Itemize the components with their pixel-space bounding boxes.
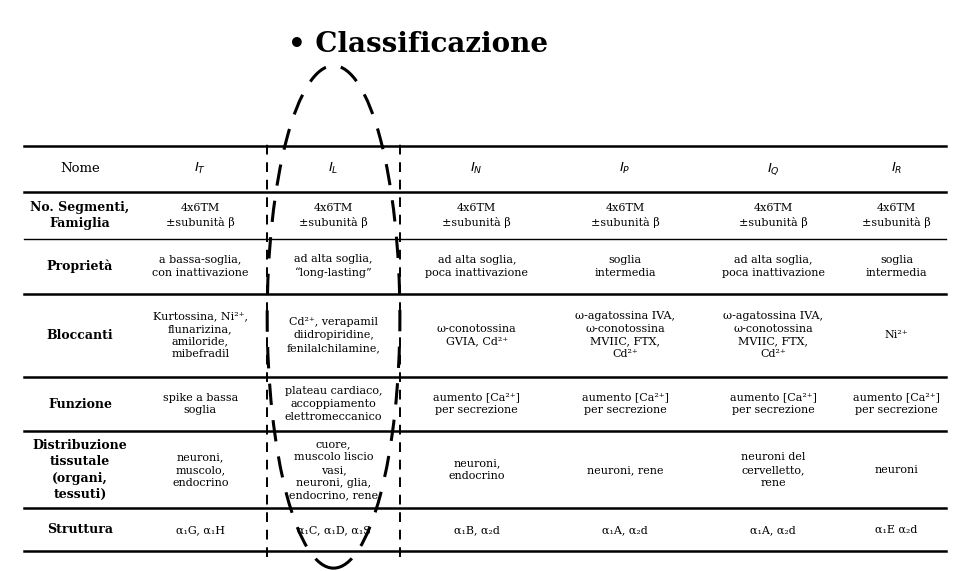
Text: aumento [Ca²⁺]
per secrezione: aumento [Ca²⁺] per secrezione [582,393,668,416]
Text: $\mathit{I}_N$: $\mathit{I}_N$ [470,162,483,176]
Text: 4x6TM
±subunità β: 4x6TM ±subunità β [443,203,511,228]
Text: Cd²⁺, verapamil
diidropiridine,
fenilalchilamine,: Cd²⁺, verapamil diidropiridine, fenilalc… [287,317,380,353]
Text: Nome: Nome [60,162,100,175]
Text: ω-agatossina IVA,
ω-conotossina
MVIIC, FTX,
Cd²⁺: ω-agatossina IVA, ω-conotossina MVIIC, F… [723,311,824,359]
Text: α₁A, α₂d: α₁A, α₂d [602,525,648,534]
Text: cuore,
muscolo liscio
vasi,
neuroni, glia,
endocrino, rene: cuore, muscolo liscio vasi, neuroni, gli… [289,439,378,501]
Text: • Classificazione: • Classificazione [288,31,548,58]
Text: $\mathit{I}_L$: $\mathit{I}_L$ [328,162,339,176]
Text: 4x6TM
±subunità β: 4x6TM ±subunità β [739,203,807,228]
Text: α₁A, α₂d: α₁A, α₂d [751,525,796,534]
Text: $\mathit{I}_Q$: $\mathit{I}_Q$ [767,161,780,177]
Text: aumento [Ca²⁺]
per secrezione: aumento [Ca²⁺] per secrezione [433,393,520,416]
Text: ad alta soglia,
poca inattivazione: ad alta soglia, poca inattivazione [722,255,825,278]
Text: Bloccanti: Bloccanti [47,329,113,341]
Text: ω-agatossina IVA,
ω-conotossina
MVIIC, FTX,
Cd²⁺: ω-agatossina IVA, ω-conotossina MVIIC, F… [575,311,675,359]
Text: neuroni, rene: neuroni, rene [587,465,663,475]
Text: Distribuzione
tissutale
(organi,
tessuti): Distribuzione tissutale (organi, tessuti… [33,439,128,501]
Text: ω-conotossina
GVIA, Cd²⁺: ω-conotossina GVIA, Cd²⁺ [437,324,516,347]
Text: Kurtossina, Ni²⁺,
flunarizina,
amiloride,
mibefradil: Kurtossina, Ni²⁺, flunarizina, amiloride… [153,311,248,359]
Text: neuroni del
cervelletto,
rene: neuroni del cervelletto, rene [741,452,805,488]
Text: α₁G, α₁H: α₁G, α₁H [176,525,225,534]
Text: 4x6TM
±subunità β: 4x6TM ±subunità β [166,203,234,228]
Text: Proprietà: Proprietà [47,259,113,273]
Text: neuroni: neuroni [875,465,919,475]
Text: soglia
intermedia: soglia intermedia [866,255,927,278]
Text: Struttura: Struttura [47,523,113,536]
Text: neuroni,
muscolo,
endocrino: neuroni, muscolo, endocrino [172,452,228,488]
Text: neuroni,
endocrino: neuroni, endocrino [448,459,505,481]
Text: 4x6TM
±subunità β: 4x6TM ±subunità β [590,203,660,228]
Text: aumento [Ca²⁺]
per secrezione: aumento [Ca²⁺] per secrezione [730,393,817,416]
Text: 4x6TM
±subunità β: 4x6TM ±subunità β [300,203,368,228]
Text: α₁B, α₂d: α₁B, α₂d [454,525,500,534]
Text: aumento [Ca²⁺]
per secrezione: aumento [Ca²⁺] per secrezione [853,393,940,416]
Text: a bassa-soglia,
con inattivazione: a bassa-soglia, con inattivazione [152,255,249,278]
Text: 4x6TM
±subunità β: 4x6TM ±subunità β [862,203,931,228]
Text: ad alta soglia,
poca inattivazione: ad alta soglia, poca inattivazione [425,255,528,278]
Text: Funzione: Funzione [48,397,112,411]
Text: $\mathit{I}_T$: $\mathit{I}_T$ [194,162,206,176]
Text: No. Segmenti,
Famiglia: No. Segmenti, Famiglia [31,201,130,230]
Text: ad alta soglia,
“long-lasting”: ad alta soglia, “long-lasting” [295,254,372,278]
Text: α₁C, α₁D, α₁S: α₁C, α₁D, α₁S [297,525,371,534]
Text: $\mathit{I}_P$: $\mathit{I}_P$ [619,162,631,176]
Text: plateau cardiaco,
accoppiamento
elettromeccanico: plateau cardiaco, accoppiamento elettrom… [285,386,382,422]
Text: $\mathit{I}_R$: $\mathit{I}_R$ [891,162,902,176]
Text: soglia
intermedia: soglia intermedia [594,255,656,278]
Text: Ni²⁺: Ni²⁺ [885,330,908,340]
Text: spike a bassa
soglia: spike a bassa soglia [162,393,238,416]
Text: α₁E α₂d: α₁E α₂d [876,525,918,534]
